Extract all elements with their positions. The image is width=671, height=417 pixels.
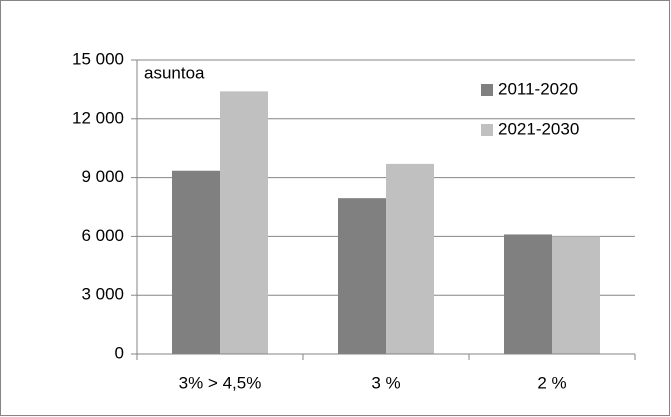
- y-tick-label: 6 000: [81, 226, 124, 245]
- bar: [172, 170, 220, 354]
- x-tick-label: 3% > 4,5%: [179, 373, 262, 392]
- x-tick-label: 2 %: [537, 373, 566, 392]
- y-tick-label: 3 000: [81, 285, 124, 304]
- legend-label: 2021-2030: [498, 119, 579, 138]
- x-tick-label: 3 %: [371, 373, 400, 392]
- annotation: asuntoa: [144, 63, 205, 82]
- y-tick-label: 0: [115, 343, 124, 362]
- bar: [552, 236, 600, 354]
- legend-label: 2011-2020: [498, 79, 578, 98]
- bar: [504, 234, 552, 354]
- bar: [386, 163, 434, 354]
- legend-swatch: [481, 124, 493, 136]
- y-tick-label: 15 000: [72, 49, 124, 68]
- bar: [338, 198, 386, 354]
- bar: [220, 91, 268, 355]
- y-tick-label: 12 000: [72, 108, 124, 127]
- legend-swatch: [481, 84, 493, 96]
- y-tick-label: 9 000: [81, 167, 124, 186]
